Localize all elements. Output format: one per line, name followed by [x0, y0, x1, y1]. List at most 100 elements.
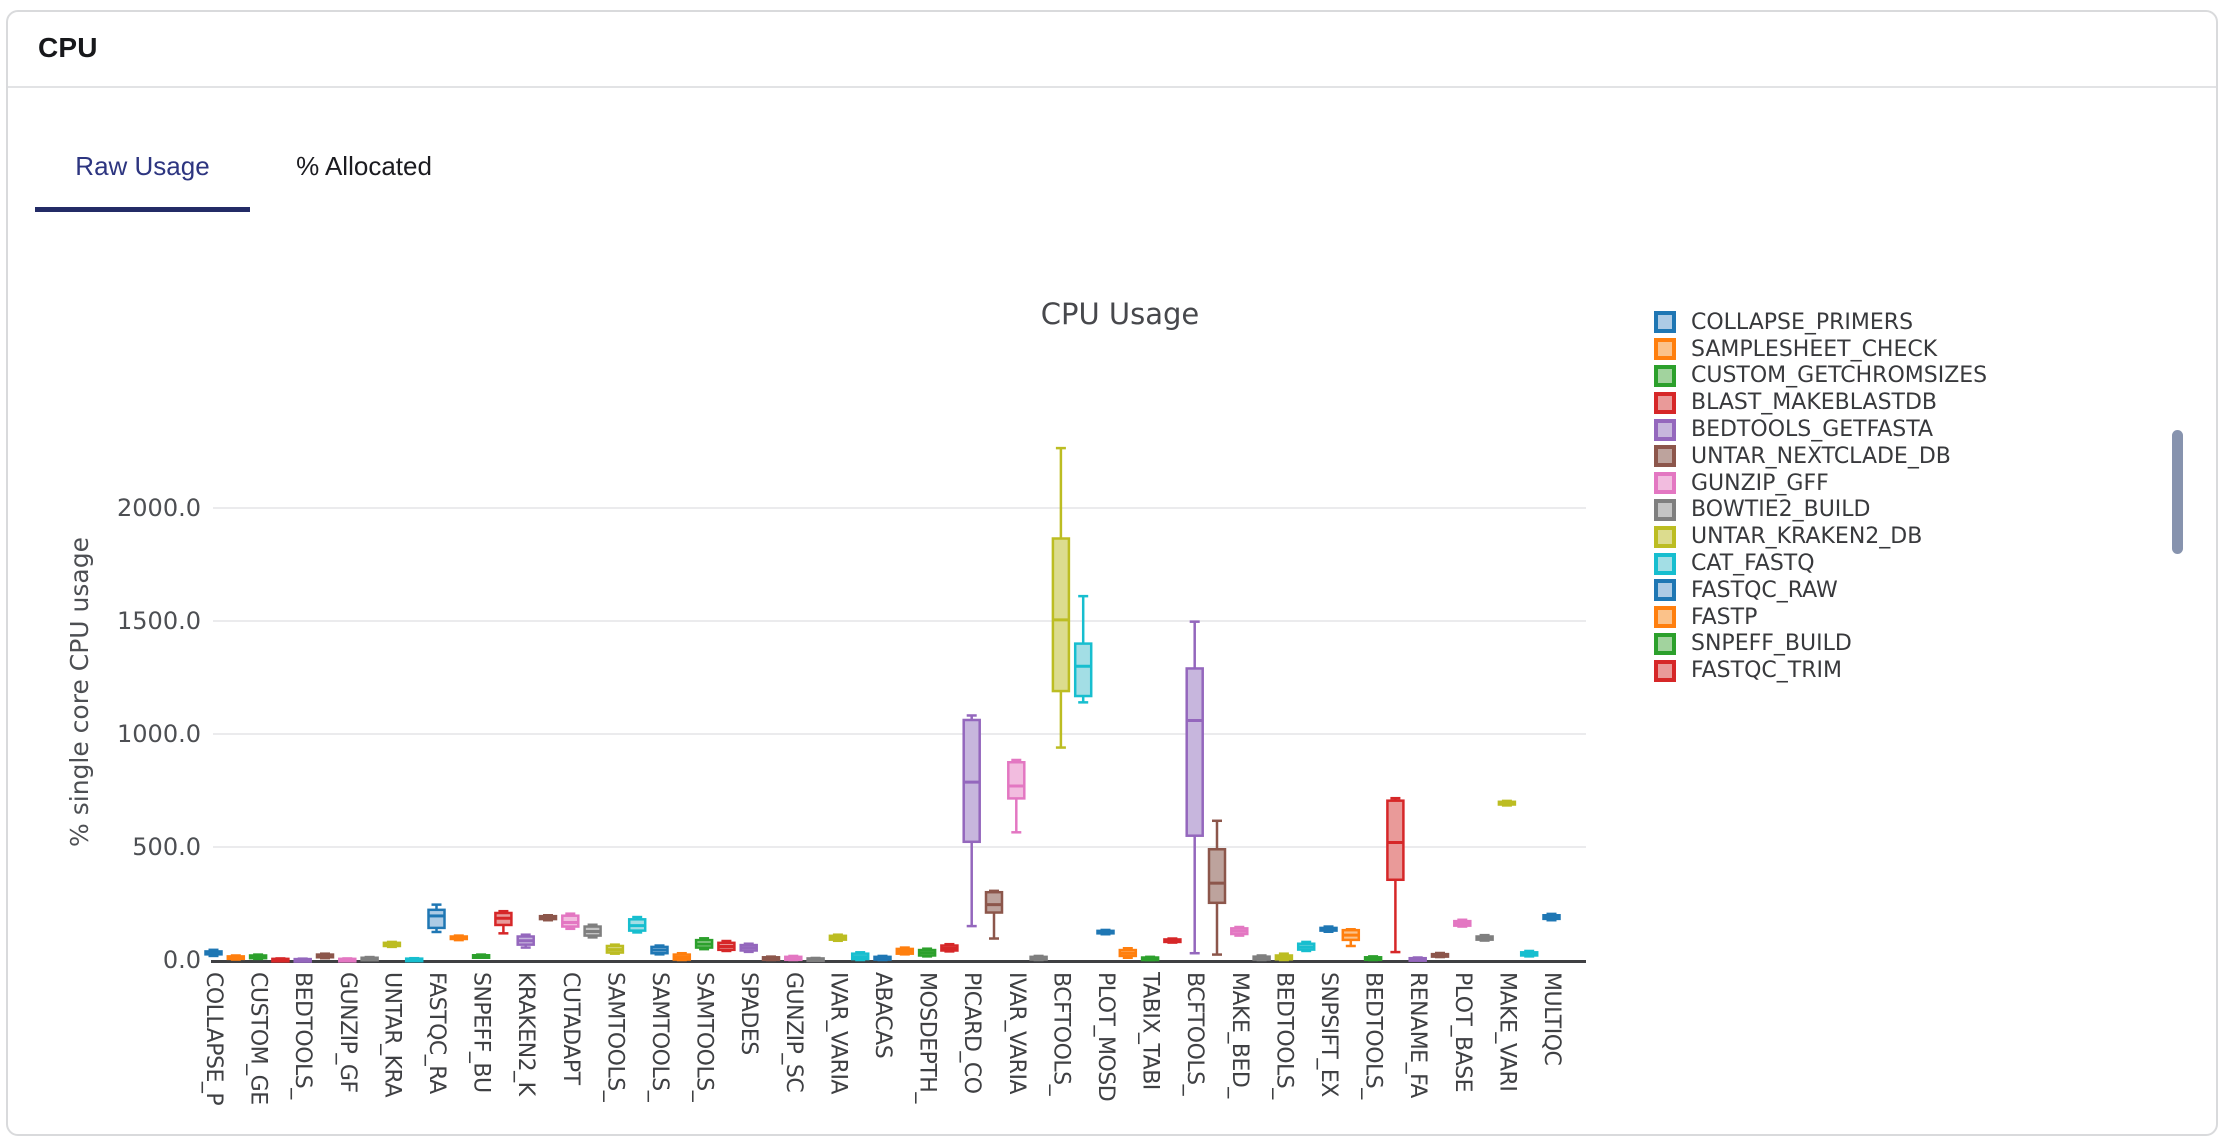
boxplot-bedtools-[interactable]	[293, 957, 312, 963]
boxplot-bcftools-[interactable]	[1185, 620, 1204, 955]
boxplot-series-42[interactable]	[1118, 946, 1138, 959]
legend-scrollbar-thumb[interactable]	[2172, 430, 2183, 554]
legend-item-collapse-primers[interactable]: COLLAPSE_PRIMERS	[1654, 309, 1987, 336]
boxplot-series-18[interactable]	[583, 923, 602, 939]
legend-item-fastqc-trim[interactable]: FASTQC_TRIM	[1654, 657, 1987, 684]
x-tick-label: ABACAS	[870, 972, 895, 1058]
legend-label: FASTP	[1691, 604, 1758, 630]
boxplot-collapse-p[interactable]	[204, 948, 223, 958]
boxplot-plot-base[interactable]	[1453, 918, 1472, 928]
boxplot-series-6[interactable]	[315, 952, 335, 960]
boxplot-series-14[interactable]	[494, 909, 513, 935]
boxplot-ivar-varia[interactable]	[828, 933, 848, 943]
boxplot-plot-mosd[interactable]	[1096, 928, 1115, 936]
boxplot-series-8[interactable]	[360, 955, 379, 962]
x-tick-label: UNTAR_KRA	[379, 972, 404, 1097]
boxplot-series-16[interactable]	[538, 914, 558, 922]
y-tick-label: 1000.0	[117, 720, 201, 748]
y-tick-label: 1500.0	[117, 607, 201, 635]
boxplot-picard-co[interactable]	[962, 714, 981, 928]
legend-item-snpeff-build[interactable]: SNPEFF_BUILD	[1654, 631, 1987, 658]
tab-percent-allocated[interactable]: % Allocated	[250, 88, 478, 212]
boxplot-untar-kra[interactable]	[382, 940, 402, 949]
boxplot-mosdepth-[interactable]	[917, 947, 937, 958]
boxplot-series-52[interactable]	[1341, 928, 1361, 948]
boxplot-samtools-[interactable]	[650, 944, 669, 956]
boxplot-series-36[interactable]	[984, 889, 1004, 940]
boxplot-series-4[interactable]	[271, 957, 290, 963]
boxplot-series-46[interactable]	[1207, 819, 1227, 956]
boxplot-series-50[interactable]	[1296, 940, 1316, 953]
boxplot-series-56[interactable]	[1430, 951, 1450, 959]
boxplot-series-40[interactable]	[1073, 594, 1093, 704]
boxplot-gunzip-sc[interactable]	[784, 954, 803, 962]
legend-swatch-icon	[1654, 632, 1676, 655]
boxplot-make-bed-[interactable]	[1230, 925, 1249, 937]
boxplot-rename-fa[interactable]	[1408, 956, 1427, 962]
boxplot-snpeff-bu[interactable]	[471, 953, 491, 960]
x-tick-label: BCFTOOLS_	[1182, 972, 1207, 1097]
boxplot-series-54[interactable]	[1386, 796, 1405, 954]
legend-swatch-icon	[1654, 579, 1676, 602]
tab-raw-usage[interactable]: Raw Usage	[35, 88, 250, 212]
x-tick-label: SNPEFF_BU	[469, 972, 494, 1093]
boxplot-gunzip-gf[interactable]	[338, 957, 357, 963]
x-tick-label: MAKE_VARI	[1494, 972, 1519, 1091]
legend-item-bowtie2-build[interactable]: BOWTIE2_BUILD	[1654, 497, 1987, 524]
legend-label: SNPEFF_BUILD	[1691, 631, 1852, 657]
boxplot-series-24[interactable]	[717, 939, 736, 953]
legend-label: GUNZIP_GFF	[1691, 470, 1829, 496]
legend-swatch-icon	[1654, 525, 1676, 548]
legend-item-fastp[interactable]: FASTP	[1654, 604, 1987, 631]
boxplot-kraken2-k[interactable]	[516, 933, 535, 949]
x-tick-label: CUTADAPT	[558, 972, 583, 1086]
boxplot-samtools-[interactable]	[694, 937, 714, 951]
legend-item-untar-nextclade-db[interactable]: UNTAR_NEXTCLADE_DB	[1654, 443, 1987, 470]
y-axis-title: % single core CPU usage	[65, 537, 94, 847]
boxplot-series-38[interactable]	[1029, 954, 1048, 962]
boxplot-series-12[interactable]	[449, 934, 469, 942]
legend-item-bedtools-getfasta[interactable]: BEDTOOLS_GETFASTA	[1654, 416, 1987, 443]
boxplot-series-20[interactable]	[627, 915, 647, 934]
legend-item-fastqc-raw[interactable]: FASTQC_RAW	[1654, 577, 1987, 604]
legend-item-samplesheet-check[interactable]: SAMPLESHEET_CHECK	[1654, 336, 1987, 363]
boxplot-bedtools-[interactable]	[1363, 955, 1383, 962]
boxplot-series-22[interactable]	[672, 951, 692, 962]
legend-item-gunzip-gff[interactable]: GUNZIP_GFF	[1654, 470, 1987, 497]
legend-item-cat-fastq[interactable]: CAT_FASTQ	[1654, 550, 1987, 577]
boxplot-series-30[interactable]	[850, 951, 870, 962]
boxplot-spades[interactable]	[739, 942, 758, 954]
boxplot-samtools-[interactable]	[605, 943, 625, 955]
boxplot-bcftools-[interactable]	[1051, 446, 1071, 749]
boxplot-tabix-tabi[interactable]	[1140, 955, 1160, 962]
legend-item-untar-kraken2-db[interactable]: UNTAR_KRAKEN2_DB	[1654, 523, 1987, 550]
boxplot-series-32[interactable]	[895, 946, 915, 956]
boxplot-series-26[interactable]	[761, 955, 781, 962]
x-tick-label: GUNZIP_SC	[781, 972, 806, 1092]
boxplot-series-28[interactable]	[806, 956, 825, 963]
boxplot-series-34[interactable]	[940, 942, 959, 953]
boxplot-series-44[interactable]	[1163, 937, 1182, 944]
boxplot-snpsift-ex[interactable]	[1319, 925, 1338, 933]
y-tick-label: 2000.0	[117, 494, 201, 522]
boxplot-multiqc[interactable]	[1542, 912, 1561, 922]
boxplot-series-60[interactable]	[1519, 949, 1539, 958]
boxplot-series-48[interactable]	[1252, 954, 1271, 962]
x-tick-label: PICARD_CO	[959, 972, 984, 1094]
boxplot-series-58[interactable]	[1475, 933, 1494, 942]
boxplot-ivar-varia[interactable]	[1007, 758, 1026, 834]
legend-item-blast-makeblastdb[interactable]: BLAST_MAKEBLASTDB	[1654, 389, 1987, 416]
boxplot-cutadapt[interactable]	[561, 912, 580, 931]
x-tick-label: SAMTOOLS_	[692, 972, 717, 1103]
boxplot-abacas[interactable]	[873, 954, 892, 962]
boxplot-custom-ge[interactable]	[248, 953, 268, 961]
legend-item-custom-getchromsizes[interactable]: CUSTOM_GETCHROMSIZES	[1654, 363, 1987, 390]
boxplot-series-10[interactable]	[404, 956, 424, 963]
x-tick-label: SNPSIFT_EX	[1316, 972, 1341, 1097]
boxplot-series-2[interactable]	[226, 954, 246, 961]
x-tick-label: MOSDEPTH_	[915, 972, 940, 1104]
header-divider	[8, 86, 2216, 88]
boxplot-make-vari[interactable]	[1497, 799, 1517, 807]
boxplot-bedtools-[interactable]	[1274, 952, 1294, 962]
boxplot-fastqc-ra[interactable]	[427, 903, 446, 934]
